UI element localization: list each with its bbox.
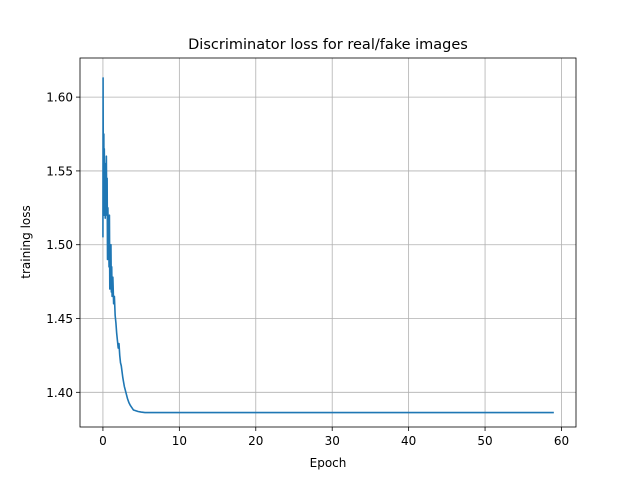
y-tick-label: 1.60	[46, 91, 73, 105]
x-tick-label: 60	[554, 434, 569, 448]
x-tick-label: 10	[172, 434, 187, 448]
grid	[80, 58, 576, 427]
series-line	[102, 77, 554, 414]
y-tick-label: 1.50	[46, 238, 73, 252]
y-tick-label: 1.55	[46, 164, 73, 178]
x-tick-label: 50	[477, 434, 492, 448]
axes-frame	[79, 57, 577, 428]
y-axis-label: training loss	[19, 205, 33, 278]
x-tick-label: 0	[99, 434, 107, 448]
x-axis-label: Epoch	[310, 456, 347, 470]
y-tick-label: 1.45	[46, 312, 73, 326]
y-tick-label: 1.40	[46, 386, 73, 400]
chart-title: Discriminator loss for real/fake images	[188, 37, 468, 53]
y-ticks: 1.40 1.45 1.50 1.55 1.60	[46, 91, 80, 400]
x-tick-label: 20	[248, 434, 263, 448]
x-tick-label: 40	[401, 434, 416, 448]
plot-lines	[102, 77, 554, 414]
x-tick-label: 30	[325, 434, 340, 448]
x-ticks: 0 10 20 30 40 50 60	[99, 427, 569, 448]
